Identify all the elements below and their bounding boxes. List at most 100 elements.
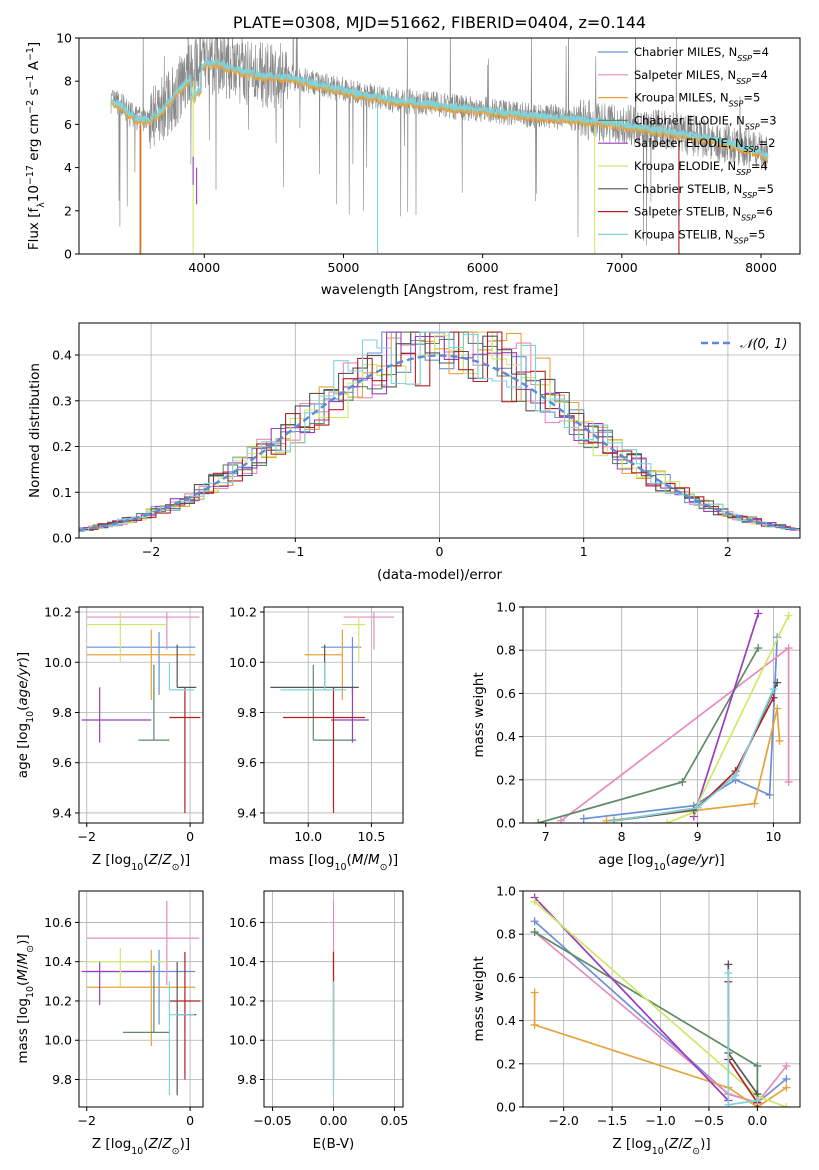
weight-marker — [782, 1074, 791, 1083]
y-tick-label: 10.0 — [229, 1033, 257, 1048]
weight-vs-age-panel: 7 8 9 10 0.0 0.2 0.4 0.6 0.8 1.0 age [log10(age/yr… — [471, 600, 801, 873]
y-tick-label: 10.0 — [44, 1033, 72, 1048]
x-tick-label: 8000 — [745, 260, 777, 275]
weight-marker — [773, 704, 782, 713]
axes-frame — [78, 606, 204, 824]
weight-series-line — [613, 682, 778, 822]
errorbar-point — [270, 644, 359, 688]
y-tick-label: 0.0 — [496, 1100, 516, 1115]
legend-entry: Kroupa ELODIE, NSSP=4 — [634, 159, 768, 177]
weight-marker — [534, 819, 543, 823]
errorbar-point — [343, 612, 395, 650]
x-axis-label: E(B-V) — [313, 1136, 355, 1152]
legend-entry: Salpeter STELIB, NSSP=6 — [634, 205, 773, 223]
y-axis-label: mass weight — [471, 956, 487, 1041]
y-tick-label: 10.0 — [44, 655, 72, 670]
x-tick-label: 0.0 — [747, 1113, 767, 1128]
errorbar-point — [169, 687, 201, 813]
x-tick-label: 0 — [186, 829, 194, 844]
x-tick-label: 6000 — [467, 260, 499, 275]
y-tick-label: 0.6 — [496, 970, 516, 985]
weight-marker — [530, 928, 539, 937]
legend-entry: 𝒩(0, 1) — [740, 337, 787, 352]
y-tick-label: 9.8 — [52, 1072, 72, 1087]
axes-frame — [78, 322, 801, 539]
weight-marker — [769, 685, 778, 694]
weight-series-line — [613, 688, 775, 822]
weight-marker — [530, 897, 539, 906]
model-spectrum-kroupa-stelib — [110, 57, 769, 161]
errorbar-point — [81, 961, 152, 1005]
y-tick-label: 0.4 — [496, 1013, 516, 1028]
weight-marker — [724, 1100, 733, 1107]
y-tick-label: 9.4 — [237, 805, 257, 820]
y-tick-label: 10.2 — [44, 605, 72, 620]
x-axis-label: wavelength [Angstrom, rest frame] — [321, 282, 559, 298]
x-tick-label: 10.5 — [357, 829, 385, 844]
y-tick-label: 0.4 — [52, 348, 72, 363]
age-vs-mass-panel: 10.0 10.5 9.4 9.6 9.8 10.0 10.2 mass [log10(M/M… — [229, 605, 404, 873]
weight-marker — [731, 771, 740, 780]
weight-marker — [724, 960, 733, 969]
gaussian-reference-curve — [78, 354, 801, 532]
errorbar-point — [282, 687, 366, 813]
weight-marker — [782, 1103, 791, 1107]
y-tick-label: 6 — [64, 117, 72, 132]
y-tick-label: 10.6 — [229, 915, 257, 930]
y-tick-label: 10 — [56, 31, 72, 46]
x-tick-label: −0.05 — [253, 1113, 291, 1128]
errorbar-point — [86, 632, 196, 695]
x-tick-label: −1.5 — [597, 1113, 627, 1128]
y-axis-label: Flux [fλ10−17 erg cm−2 s−1 A−1] — [25, 42, 47, 250]
residual-histogram — [79, 331, 800, 533]
axes-frame — [263, 606, 404, 824]
legend-entry: Chabrier STELIB, NSSP=5 — [634, 182, 774, 200]
errorbar-point — [86, 612, 200, 650]
y-tick-label: 0.1 — [52, 485, 72, 500]
y-tick-label: 9.6 — [237, 755, 257, 770]
weight-marker — [775, 736, 784, 745]
x-tick-label: 4000 — [188, 260, 220, 275]
weight-marker — [784, 644, 793, 653]
weight-series-line — [692, 613, 760, 817]
legend-entry: Salpeter MILES, NSSP=4 — [634, 68, 768, 86]
x-tick-label: 0 — [436, 544, 444, 559]
weight-vs-Z-panel: −2.0 −1.5 −1.0 −0.5 0.0 0.0 0.2 0.4 0.6 0.8 1.0 Z [… — [471, 884, 801, 1157]
weight-marker — [784, 777, 793, 786]
y-tick-label: 8 — [64, 74, 72, 89]
y-tick-label: 0.6 — [496, 686, 516, 701]
y-tick-label: 9.8 — [237, 705, 257, 720]
spectrum-panel: 4000 5000 6000 7000 8000 0 2 4 6 8 10 Chabrier MILE… — [25, 13, 801, 298]
errorbar-point — [86, 612, 167, 663]
legend-entry: Chabrier MILES, NSSP=4 — [634, 45, 769, 63]
weight-series-line — [533, 896, 729, 1102]
x-tick-label: −0.5 — [694, 1113, 724, 1128]
y-tick-label: 0 — [64, 247, 72, 262]
x-tick-label: −1 — [286, 544, 304, 559]
y-tick-label: 9.8 — [237, 1072, 257, 1087]
weight-marker — [530, 1020, 539, 1029]
errorbar-point — [138, 664, 170, 741]
x-axis-label: Z [log10(Z/Z⊙)] — [92, 1136, 190, 1157]
errorbar-point — [122, 965, 170, 1033]
y-tick-label: 10.0 — [229, 655, 257, 670]
x-axis-label: mass [log10(M/M⊙)] — [269, 852, 398, 873]
x-tick-label: 10 — [765, 829, 781, 844]
residual-histogram — [79, 331, 800, 532]
errorbar-point — [176, 961, 197, 1096]
weight-marker — [754, 609, 763, 618]
errorbar-point — [169, 951, 201, 1080]
y-tick-label: 10.2 — [229, 993, 257, 1008]
weight-marker — [530, 917, 539, 926]
y-tick-label: 2 — [64, 203, 72, 218]
residual-histogram — [79, 331, 800, 532]
weight-marker — [754, 644, 763, 653]
y-tick-label: 9.4 — [52, 805, 72, 820]
axes-frame — [263, 890, 404, 1108]
observed-spectrum — [110, 38, 769, 246]
y-axis-label: Normed distribution — [27, 363, 43, 498]
x-tick-label: 8 — [618, 829, 626, 844]
x-axis-label: Z [log10(Z/Z⊙)] — [92, 852, 190, 873]
errorbar-point — [342, 617, 366, 663]
